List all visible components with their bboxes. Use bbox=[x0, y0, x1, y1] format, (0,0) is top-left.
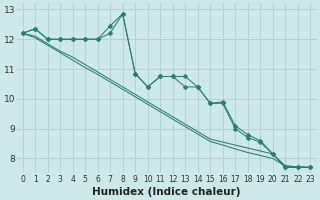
X-axis label: Humidex (Indice chaleur): Humidex (Indice chaleur) bbox=[92, 187, 241, 197]
